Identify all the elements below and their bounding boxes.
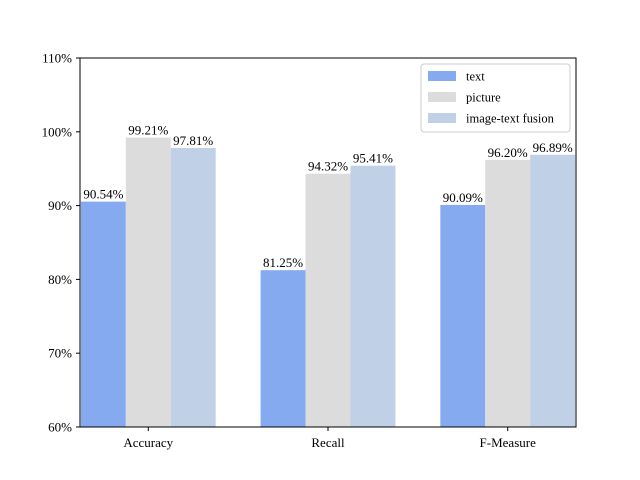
legend: text picture image-text fusion — [420, 63, 571, 133]
y-tick-label: 90% — [48, 198, 72, 213]
x-tick-label: Accuracy — [123, 435, 173, 450]
x-axis: Accuracy Recall F-Measure — [123, 427, 536, 450]
plot-frame — [79, 57, 577, 428]
bar-text-recall — [260, 270, 306, 427]
bar-value-label: 90.54% — [83, 187, 123, 202]
legend-label: image-text fusion — [466, 112, 555, 126]
bar-image-text-fusion-recall — [350, 165, 396, 427]
bar-image-text-fusion-accuracy — [170, 147, 216, 427]
bar-value-label: 97.81% — [173, 133, 213, 148]
bar-picture-recall — [305, 173, 351, 427]
y-tick-label: 110% — [42, 51, 72, 66]
bar-labels-group: 90.54% 81.25% 90.09% 99.21% 94.32% 96.20% 97.8… — [83, 123, 573, 271]
bar-value-label: 94.32% — [308, 159, 348, 174]
y-tick-label: 80% — [48, 272, 72, 287]
y-tick-label: 60% — [48, 420, 72, 435]
x-tick-label: Recall — [311, 435, 345, 450]
bar-image-text-fusion-f-measure — [530, 154, 576, 427]
bar-text-f-measure — [440, 204, 486, 427]
legend-label: picture — [466, 91, 501, 105]
bar-text-accuracy — [80, 201, 126, 427]
bar-value-label: 96.89% — [533, 140, 573, 155]
bar-value-label: 99.21% — [128, 123, 168, 138]
y-tick-label: 70% — [48, 346, 72, 361]
bar-value-label: 90.09% — [443, 190, 483, 205]
bars-group — [80, 137, 576, 428]
legend-box — [420, 63, 571, 133]
bar-picture-f-measure — [485, 159, 531, 427]
legend-swatch-picture — [428, 92, 456, 102]
bar-value-label: 95.41% — [353, 151, 393, 166]
y-axis: 60% 70% 80% 90% 100% 110% — [42, 51, 80, 435]
y-tick-label: 100% — [42, 124, 73, 139]
bar-value-label: 96.20% — [488, 145, 528, 160]
legend-swatch-text — [428, 71, 456, 81]
legend-label: text — [466, 70, 485, 84]
bar-value-label: 81.25% — [263, 255, 303, 270]
x-tick-label: F-Measure — [480, 435, 537, 450]
bar-picture-accuracy — [125, 137, 171, 428]
legend-swatch-image-text-fusion — [428, 113, 456, 123]
